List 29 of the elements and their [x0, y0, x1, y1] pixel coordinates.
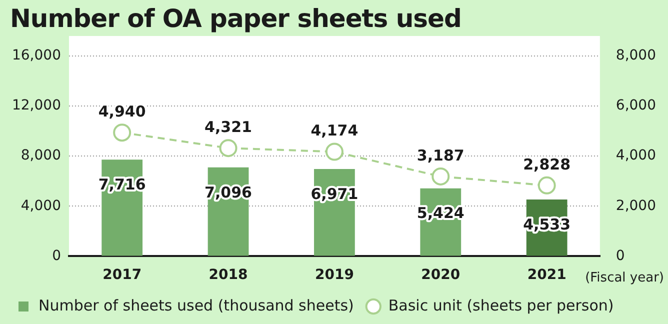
y2-tick-label: 0	[616, 248, 625, 264]
data-label: 2,828	[523, 155, 571, 174]
x-tick-label: 2018	[208, 267, 248, 284]
y-tick-label: 16,000	[12, 48, 61, 64]
y2-tick-label: 8,000	[616, 48, 656, 64]
point	[325, 142, 344, 161]
legend-label: Number of sheets used (thousand sheets)	[38, 296, 354, 314]
y-tick-label: 12,000	[12, 98, 61, 114]
point	[538, 176, 556, 194]
x-tick-label: 2017	[102, 267, 142, 284]
y-tick-label: 4,000	[20, 198, 61, 214]
chart-title: Number of OA paper sheets used	[9, 3, 462, 35]
y-tick-label: 8,000	[20, 148, 61, 164]
data-label: 4,321	[204, 118, 252, 136]
data-label: 4,174	[310, 122, 358, 140]
y-tick-label: 0	[52, 248, 61, 264]
x-tick-label: 2020	[421, 267, 460, 284]
y2-tick-label: 4,000	[616, 148, 656, 164]
point	[432, 167, 450, 186]
x-tick-label: 2021	[527, 267, 566, 284]
y2-tick-label: 2,000	[616, 198, 656, 214]
y2-tick-label: 6,000	[616, 98, 656, 114]
point	[113, 124, 132, 142]
data-label: 4,940	[98, 102, 146, 120]
data-label: 3,187	[416, 146, 464, 164]
point	[219, 139, 238, 158]
legend-label: Basic unit (sheets per person)	[388, 296, 614, 314]
x-axis-title: (Fiscal year)	[585, 270, 664, 286]
x-tick-label: 2019	[314, 267, 354, 284]
